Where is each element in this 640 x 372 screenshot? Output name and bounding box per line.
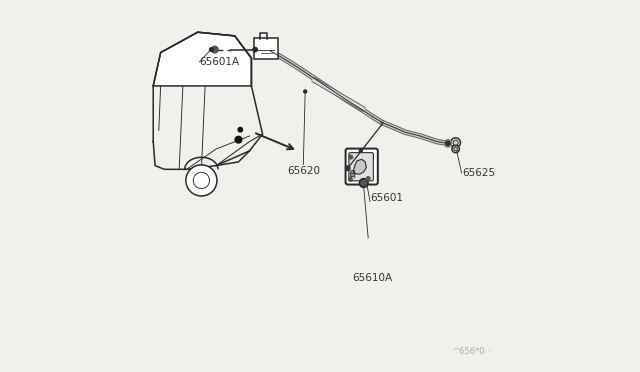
- Text: 65601: 65601: [370, 193, 403, 203]
- Text: 65620: 65620: [287, 166, 320, 176]
- Text: 65601A: 65601A: [200, 57, 239, 67]
- Text: 65625: 65625: [463, 168, 496, 178]
- Polygon shape: [353, 159, 366, 174]
- Circle shape: [454, 147, 458, 151]
- Circle shape: [452, 145, 460, 153]
- Circle shape: [349, 155, 353, 159]
- Circle shape: [304, 90, 307, 93]
- Circle shape: [359, 179, 368, 187]
- Circle shape: [193, 172, 209, 189]
- Circle shape: [211, 46, 218, 53]
- Polygon shape: [153, 32, 252, 86]
- Circle shape: [253, 47, 257, 52]
- Circle shape: [349, 177, 352, 181]
- FancyBboxPatch shape: [346, 148, 378, 185]
- Circle shape: [445, 141, 450, 145]
- Circle shape: [209, 48, 213, 51]
- Circle shape: [444, 140, 452, 147]
- Text: 65610A: 65610A: [352, 273, 392, 283]
- Circle shape: [186, 165, 217, 196]
- Circle shape: [346, 166, 350, 170]
- Circle shape: [238, 128, 243, 132]
- Circle shape: [366, 177, 370, 180]
- Circle shape: [451, 138, 460, 147]
- Circle shape: [453, 140, 458, 145]
- FancyBboxPatch shape: [349, 153, 373, 181]
- Circle shape: [359, 149, 362, 152]
- Circle shape: [235, 137, 242, 143]
- Circle shape: [361, 180, 366, 186]
- FancyBboxPatch shape: [254, 38, 278, 59]
- Text: ^656*0···: ^656*0···: [452, 347, 492, 356]
- Circle shape: [361, 180, 366, 186]
